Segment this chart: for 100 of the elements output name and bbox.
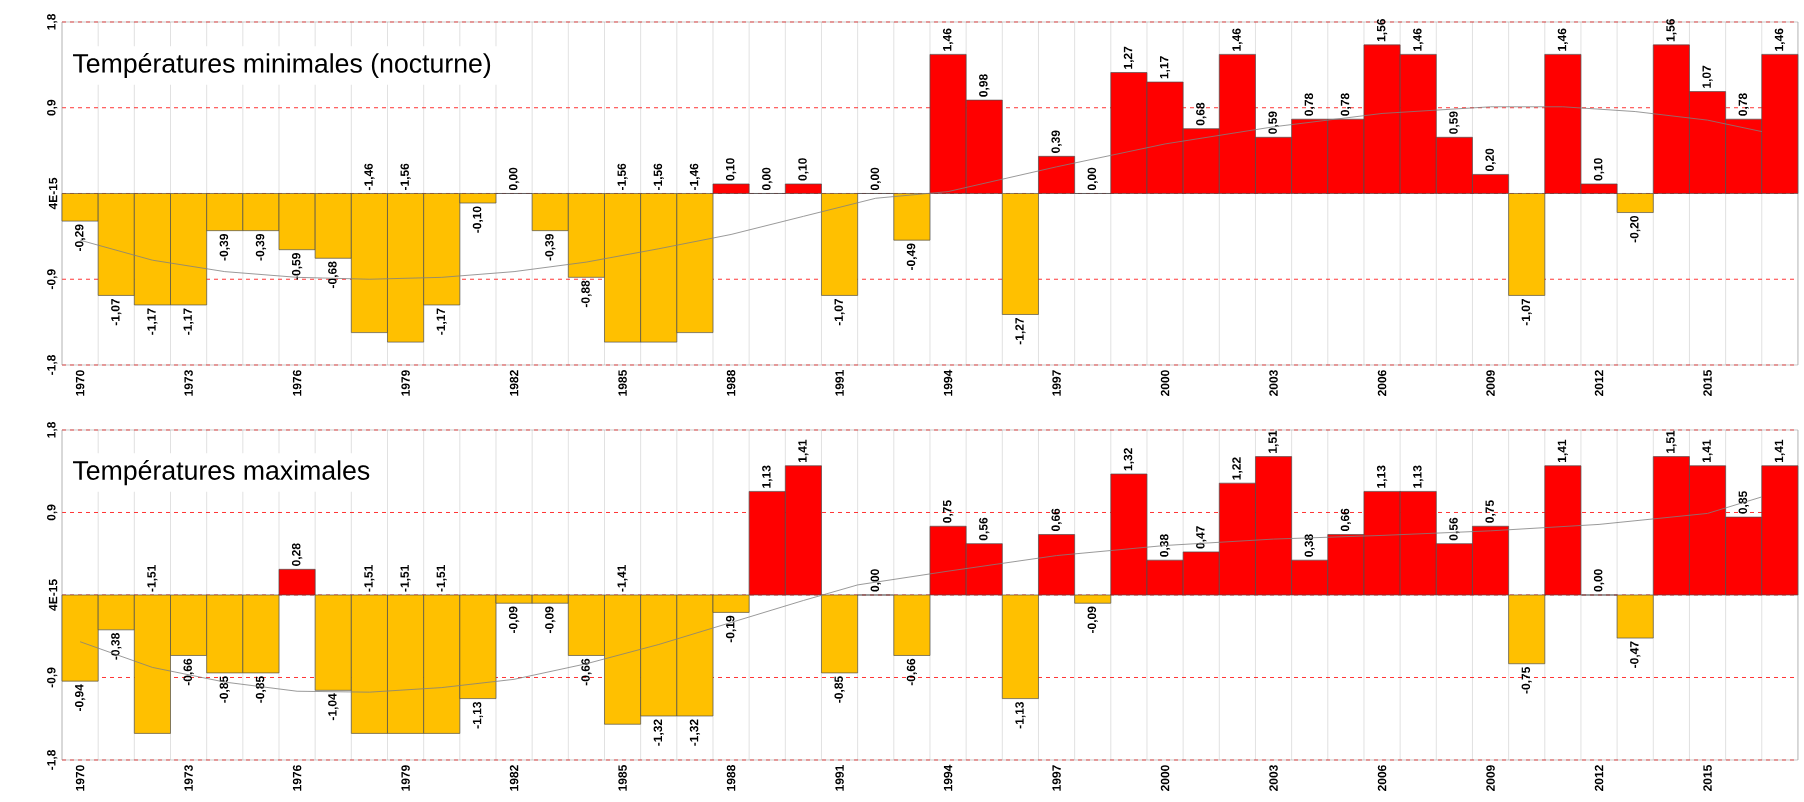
x-tick-label: 1991 [835,765,844,791]
data-label: -1,51 [147,565,158,592]
data-label: -0,09 [1087,606,1098,634]
data-label: -1,51 [400,565,411,592]
data-label: 1,46 [1232,28,1243,51]
x-tick-label: 1976 [292,765,302,791]
x-tick-label: 1970 [75,370,85,396]
data-label: -1,51 [436,565,447,592]
x-tick-label: 2015 [1703,370,1712,396]
x-tick-label: 2015 [1703,765,1712,791]
y-tick-label: -1,8 [47,750,58,770]
data-label: 0,75 [1485,500,1496,523]
data-label: 1,17 [1159,56,1171,79]
data-label: -0,47 [1630,641,1641,668]
data-label: 0,56 [1449,517,1460,541]
data-label: -0,66 [906,658,918,686]
data-label: -0,20 [1630,215,1641,243]
data-label: -1,32 [653,719,664,746]
data-label: -0,10 [472,206,484,233]
data-label: -0,39 [545,234,556,261]
x-tick-label: 2003 [1269,765,1278,791]
y-tick-label: 1,8 [47,422,58,438]
data-label: -0,88 [581,280,592,308]
x-tick-label: 1994 [943,369,953,396]
data-label: -0,38 [111,633,122,660]
y-tick-label: -1,8 [47,355,58,375]
text: Températures maximales [73,460,370,486]
x-tick-label: 2006 [1377,765,1387,791]
data-label: 0,10 [798,158,809,181]
data-label: 1,46 [942,28,954,51]
data-label: 1,46 [1413,28,1424,51]
data-label: 0,20 [1485,148,1496,172]
x-tick-label: 2009 [1486,765,1495,791]
data-label: 1,13 [1413,465,1424,488]
data-label: -1,07 [834,298,845,326]
data-label: 0,47 [1196,526,1207,549]
x-tick-label: 1982 [509,370,519,396]
y-tick-label: 1,8 [47,14,58,30]
y-tick-label: 4E-15 [48,177,58,210]
x-tick-label: 1973 [184,765,193,791]
data-label: -1,56 [617,163,628,191]
data-label: 1,41 [1557,439,1568,463]
x-tick-label: 1979 [401,765,410,791]
data-label: 0,38 [1159,534,1171,557]
data-label: -1,07 [111,298,122,326]
data-label: -1,56 [653,163,664,191]
data-label: 0,78 [1340,93,1351,116]
x-tick-label: 1979 [401,370,410,396]
data-label: 0,39 [1051,130,1062,153]
data-label: 1,32 [1123,448,1135,471]
data-label: -0,68 [328,261,339,289]
x-tick-label: 1982 [509,765,519,791]
data-label: -0,75 [1521,667,1532,694]
x-tick-label: 1970 [75,765,85,791]
data-label: 0,00 [870,569,881,592]
data-label: 1,41 [798,439,809,463]
x-tick-label: 1994 [943,764,953,791]
x-tick-label: 2009 [1486,370,1495,396]
x-tick-label: 1997 [1052,765,1061,791]
data-label: 1,41 [1702,439,1713,463]
data-label: 0,56 [979,517,990,541]
data-label: -0,85 [255,676,267,703]
y-tick-label: 4E-15 [48,579,58,611]
x-tick-label: 2000 [1160,370,1170,396]
data-label: -1,46 [364,163,375,191]
data-label: 0,98 [979,74,990,97]
data-label: -0,39 [255,234,267,261]
data-label: 0,78 [1304,93,1315,116]
data-label: -0,49 [906,243,918,270]
data-label: 0,59 [1268,111,1279,134]
data-label: -0,94 [74,684,86,711]
data-label: -0,39 [219,234,230,261]
x-tick-label: 2003 [1269,370,1278,396]
x-tick-label: 2012 [1594,765,1604,791]
data-label: -1,41 [617,565,628,592]
data-label: 1,56 [1666,19,1677,42]
y-tick-label: -0,9 [47,269,58,290]
data-label: -1,04 [328,693,339,721]
data-label: -1,17 [183,308,194,335]
data-label: -0,19 [725,615,737,643]
data-label: -1,17 [147,308,158,335]
data-label: 0,00 [762,167,773,191]
data-label: -0,29 [74,224,86,251]
data-label: -0,09 [545,606,556,634]
data-label: 0,00 [508,167,520,191]
data-label: -0,66 [581,658,592,686]
x-tick-label: 2012 [1594,370,1604,396]
x-tick-label: 1997 [1052,370,1061,396]
data-label: -1,13 [1015,701,1026,729]
data-label: 1,41 [1774,439,1785,463]
data-label: -1,17 [436,308,447,335]
x-tick-label: 1991 [835,370,844,396]
data-label: 1,07 [1702,65,1713,88]
text: Températures minimales (nocturne) [73,52,491,79]
x-tick-label: 1976 [292,370,302,396]
x-tick-label: 1988 [726,370,736,396]
data-label: -0,59 [291,253,303,280]
x-tick-label: 2000 [1160,765,1170,791]
data-label: -1,07 [1521,298,1532,326]
data-label: 0,10 [725,158,737,181]
